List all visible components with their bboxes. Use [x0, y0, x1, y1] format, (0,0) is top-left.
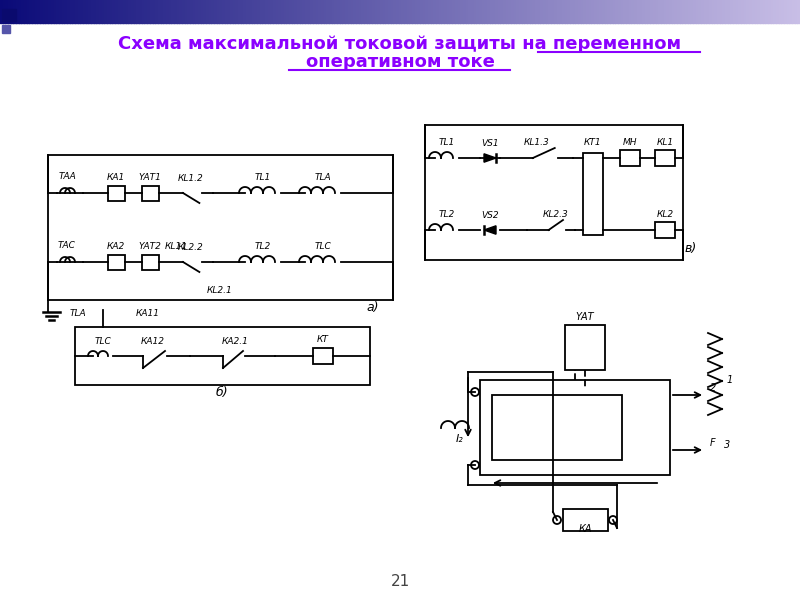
Text: YАТ: YАТ	[576, 312, 594, 322]
Text: TL1: TL1	[439, 138, 455, 147]
Text: YАТ2: YАТ2	[138, 242, 162, 251]
Bar	[75, 327, 370, 385]
Text: TL2: TL2	[255, 242, 271, 251]
Text: ТLА: ТLА	[314, 173, 331, 182]
Text: Схема максимальной токовой защиты на переменном: Схема максимальной токовой защиты на пер…	[118, 35, 682, 53]
Text: КТ1: КТ1	[584, 138, 602, 147]
Text: КА1: КА1	[107, 173, 125, 182]
Bar	[655, 222, 675, 238]
Bar	[492, 395, 622, 460]
Text: VS2: VS2	[481, 211, 499, 220]
Bar	[107, 185, 125, 200]
Text: КА: КА	[578, 524, 592, 534]
Text: ТLC: ТLC	[314, 242, 331, 251]
Text: YАТ1: YАТ1	[138, 173, 162, 182]
Bar	[2, 25, 10, 33]
Text: ТLА: ТLА	[70, 310, 86, 319]
Bar	[2, 9, 16, 21]
Text: КА2.1: КА2.1	[222, 337, 249, 346]
Text: б): б)	[216, 386, 228, 399]
Text: TL2: TL2	[439, 210, 455, 219]
Text: ТАА: ТАА	[58, 172, 76, 181]
Text: 1: 1	[727, 375, 733, 385]
Text: КL11: КL11	[165, 242, 188, 251]
Text: КL2: КL2	[657, 210, 674, 219]
Bar	[142, 254, 158, 269]
Text: ТАС: ТАС	[58, 241, 76, 250]
Text: 2: 2	[710, 383, 716, 393]
Text: МН: МН	[622, 138, 638, 147]
Polygon shape	[484, 154, 496, 162]
Text: F: F	[710, 438, 716, 448]
Text: КА12: КА12	[141, 337, 165, 346]
Bar	[620, 150, 640, 166]
Text: VS1: VS1	[481, 139, 499, 148]
Bar	[565, 325, 605, 370]
Bar	[655, 150, 675, 166]
Text: КА2: КА2	[107, 242, 125, 251]
Text: КL2.3: КL2.3	[543, 210, 569, 219]
Text: КL1.2: КL1.2	[178, 174, 204, 183]
Polygon shape	[484, 226, 496, 234]
Text: КL1.3: КL1.3	[524, 138, 550, 147]
Bar	[313, 348, 333, 364]
Text: а): а)	[366, 301, 379, 314]
Text: КТ: КТ	[317, 335, 329, 344]
Bar	[107, 254, 125, 269]
Text: ТLC: ТLC	[94, 337, 111, 346]
Bar	[562, 509, 607, 531]
Bar	[48, 155, 393, 300]
Text: КL2.1: КL2.1	[207, 286, 233, 295]
Text: TL1: TL1	[255, 173, 271, 182]
Text: оперативном токе: оперативном токе	[306, 53, 494, 71]
Text: КL2.2: КL2.2	[178, 243, 204, 252]
Bar	[425, 125, 683, 260]
Text: КА11: КА11	[136, 310, 160, 319]
Bar	[480, 380, 670, 475]
Text: 3: 3	[724, 440, 730, 450]
Text: в): в)	[685, 242, 697, 255]
Bar	[583, 153, 603, 235]
Text: I₂: I₂	[456, 434, 464, 444]
Text: КL1: КL1	[657, 138, 674, 147]
Bar	[142, 185, 158, 200]
Text: 21: 21	[390, 575, 410, 589]
